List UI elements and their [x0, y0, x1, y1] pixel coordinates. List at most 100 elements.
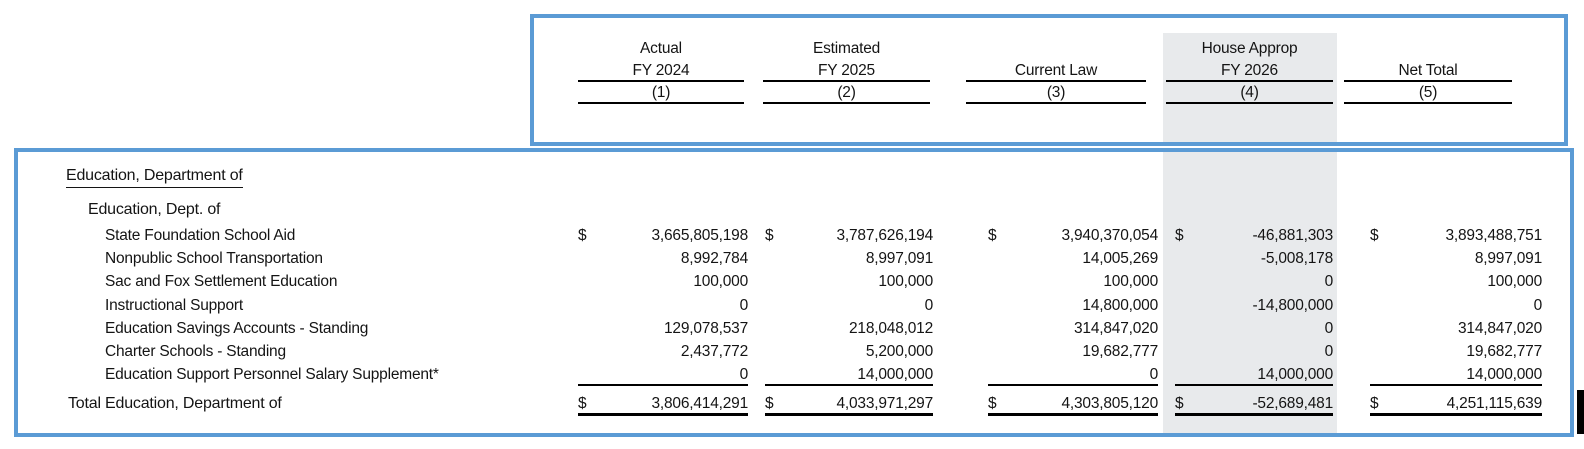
- cell-value: -52,689,481: [1252, 395, 1333, 412]
- cell-value: 19,682,777: [1466, 343, 1542, 360]
- cell: 0: [765, 296, 934, 316]
- cell: 314,847,020: [988, 319, 1158, 339]
- row-label: State Foundation School Aid: [105, 227, 296, 244]
- cell-value: 314,847,020: [1458, 320, 1542, 337]
- cell: 100,000: [1370, 272, 1542, 292]
- cell-value: 14,000,000: [857, 366, 933, 383]
- cell-value: 3,806,414,291: [651, 395, 748, 412]
- cell: 100,000: [988, 272, 1158, 292]
- cell-value: 100,000: [1103, 273, 1158, 290]
- cell: $3,665,805,198: [578, 226, 748, 246]
- column-header-actual-fy2024: Actual FY 2024 (1): [578, 38, 744, 104]
- cell-value: 314,847,020: [1074, 320, 1158, 337]
- table-row: State Foundation School Aid $3,665,805,1…: [0, 226, 1584, 249]
- cell-value: 100,000: [693, 273, 748, 290]
- row-label: Instructional Support: [105, 297, 243, 314]
- cell-value: 4,251,115,639: [1446, 395, 1543, 412]
- dollar-sign: $: [1175, 395, 1184, 412]
- dollar-sign: $: [1370, 227, 1379, 244]
- cell: 2,437,772: [578, 342, 748, 362]
- cell-value: 14,000,000: [1257, 366, 1333, 383]
- row-label: Education Savings Accounts - Standing: [105, 320, 369, 337]
- cell-value: 0: [1324, 320, 1334, 337]
- cell-value: 3,940,370,054: [1061, 227, 1158, 244]
- column-number: (4): [1166, 82, 1333, 104]
- dollar-sign: $: [988, 227, 997, 244]
- cell-value: 8,997,091: [1474, 250, 1542, 267]
- cell: 129,078,537: [578, 319, 748, 339]
- cell: $ -52,689,481: [1175, 394, 1333, 416]
- cell-value: 0: [924, 297, 934, 314]
- cell: $3,806,414,291: [578, 394, 748, 416]
- screen-edge-artifact: [1577, 390, 1584, 434]
- dollar-sign: $: [765, 227, 774, 244]
- section-title: Education, Department of: [66, 166, 243, 188]
- cell: 8,992,784: [578, 249, 748, 269]
- total-row-label: Total Education, Department of: [68, 395, 282, 412]
- cell-value: -14,800,000: [1252, 297, 1333, 314]
- cell: 0: [988, 365, 1158, 386]
- cell-value: 14,005,269: [1082, 250, 1158, 267]
- column-header-line2: FY 2026: [1166, 60, 1333, 82]
- cell: 8,997,091: [765, 249, 933, 269]
- cell-value: 0: [1149, 366, 1159, 383]
- column-number: (3): [966, 82, 1146, 104]
- column-header-line1: [966, 38, 1146, 60]
- cell: 14,000,000: [1370, 365, 1542, 386]
- cell-value: 0: [739, 366, 749, 383]
- column-header-line1: [1344, 38, 1512, 60]
- cell: 19,682,777: [988, 342, 1158, 362]
- cell: 314,847,020: [1370, 319, 1542, 339]
- column-header-house-approp-fy2026: House Approp FY 2026 (4): [1166, 38, 1333, 104]
- cell: 14,000,000: [765, 365, 933, 386]
- column-number: (2): [763, 82, 930, 104]
- cell-value: 0: [1324, 343, 1334, 360]
- house-approp-highlight-band-header: [1163, 33, 1337, 143]
- cell: 0: [578, 365, 748, 386]
- table-row: Education Savings Accounts - Standing 12…: [0, 319, 1584, 342]
- column-header-line2: Net Total: [1344, 60, 1512, 82]
- cell: 100,000: [765, 272, 933, 292]
- dollar-sign: $: [578, 395, 587, 412]
- cell-value: 4,033,971,297: [836, 395, 933, 412]
- cell: 14,800,000: [988, 296, 1158, 316]
- cell-value: 4,303,805,120: [1061, 395, 1158, 412]
- cell: 0: [1370, 296, 1543, 316]
- table-row: Nonpublic School Transportation 8,992,78…: [0, 249, 1584, 272]
- cell-value: 218,048,012: [849, 320, 933, 337]
- column-number: (1): [578, 82, 744, 104]
- column-header-line1: House Approp: [1201, 40, 1298, 57]
- dollar-sign: $: [765, 395, 774, 412]
- cell-value: 100,000: [878, 273, 933, 290]
- cell: $4,303,805,120: [988, 394, 1158, 416]
- column-header-box: [530, 14, 1568, 146]
- dollar-sign: $: [988, 395, 997, 412]
- cell-value: -5,008,178: [1260, 250, 1333, 267]
- column-number: (5): [1344, 82, 1512, 104]
- column-header-estimated-fy2025: Estimated FY 2025 (2): [763, 38, 930, 104]
- cell-value: 8,997,091: [865, 250, 933, 267]
- cell-value: 100,000: [1487, 273, 1542, 290]
- cell: $ -46,881,303: [1175, 226, 1333, 246]
- cell-value: 8,992,784: [680, 250, 748, 267]
- cell-value: 0: [1324, 273, 1334, 290]
- column-header-net-total: Net Total (5): [1344, 38, 1512, 104]
- dollar-sign: $: [578, 227, 587, 244]
- cell: 100,000: [578, 272, 748, 292]
- row-label: Nonpublic School Transportation: [105, 250, 323, 267]
- cell-value: 2,437,772: [680, 343, 748, 360]
- row-label: Sac and Fox Settlement Education: [105, 273, 338, 290]
- table-row: Instructional Support 0 0 14,800,000 -14…: [0, 296, 1584, 319]
- cell-value: 0: [739, 297, 749, 314]
- dollar-sign: $: [1175, 227, 1184, 244]
- table-row: Charter Schools - Standing 2,437,772 5,2…: [0, 342, 1584, 365]
- cell: $3,893,488,751: [1370, 226, 1542, 246]
- cell: 5,200,000: [765, 342, 933, 362]
- cell: 19,682,777: [1370, 342, 1542, 362]
- column-header-line1: Estimated: [812, 40, 881, 57]
- dollar-sign: $: [1370, 395, 1379, 412]
- column-header-line2: FY 2025: [763, 60, 930, 82]
- cell: 14,005,269: [988, 249, 1158, 269]
- column-header-line2: Current Law: [966, 60, 1146, 82]
